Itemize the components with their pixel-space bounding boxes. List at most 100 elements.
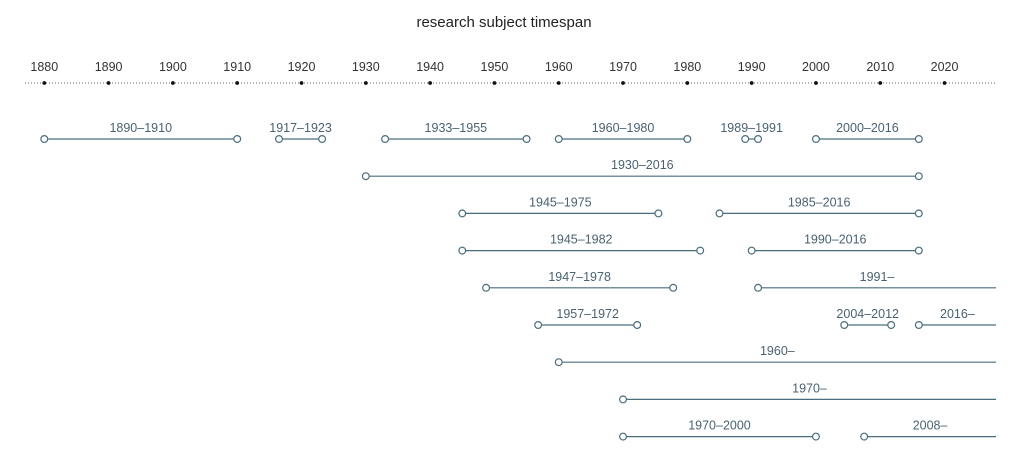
axis-tick-label: 1880 bbox=[30, 60, 58, 74]
range-label: 1917–1923 bbox=[269, 121, 332, 135]
range-label: 1945–1975 bbox=[529, 195, 592, 209]
timespan-range: 1991– bbox=[754, 270, 996, 292]
axis-tick-mark bbox=[621, 81, 625, 85]
range-label: 1960– bbox=[760, 344, 795, 358]
axis-tick-label: 1990 bbox=[738, 60, 766, 74]
range-end-point bbox=[318, 135, 327, 144]
timespan-range: 1970–2000 bbox=[619, 419, 820, 441]
range-end-point bbox=[696, 246, 705, 255]
range-start-point bbox=[554, 358, 563, 367]
range-end-point bbox=[654, 209, 663, 218]
axis-tick-label: 1960 bbox=[545, 60, 573, 74]
timespan-range: 1985–2016 bbox=[715, 195, 923, 218]
range-start-point bbox=[482, 283, 491, 292]
range-end-point bbox=[914, 246, 923, 255]
range-start-point bbox=[361, 172, 370, 181]
axis-tick-mark bbox=[749, 81, 754, 85]
axis-tick-mark bbox=[942, 81, 947, 85]
range-label: 2000–2016 bbox=[836, 121, 899, 135]
axis-tick-label: 1910 bbox=[223, 60, 251, 74]
range-label: 1933–1955 bbox=[425, 121, 488, 135]
range-start-point bbox=[275, 135, 284, 144]
axis-tick-mark bbox=[685, 81, 690, 85]
range-label: 1945–1982 bbox=[550, 233, 613, 247]
axis-tick-label: 1930 bbox=[352, 60, 380, 74]
range-label: 1960–1980 bbox=[592, 121, 655, 135]
axis-tick-mark bbox=[363, 81, 368, 85]
timespan-range: 2008– bbox=[860, 419, 996, 441]
timespan-range: 1960–1980 bbox=[554, 121, 692, 144]
range-start-point bbox=[914, 321, 923, 330]
range-start-point bbox=[860, 432, 869, 441]
axis-tick-label: 2010 bbox=[866, 60, 894, 74]
range-start-point bbox=[619, 395, 628, 404]
axis-tick-label: 1890 bbox=[95, 60, 123, 74]
timespan-ranges: 1890–1910 1917–1923 1933–1955 1960–1980 1989… bbox=[40, 121, 996, 441]
range-end-point bbox=[754, 135, 763, 144]
timespan-range: 1945–1982 bbox=[458, 233, 705, 255]
axis-tick-label: 1920 bbox=[288, 60, 316, 74]
axis-tick-label: 1900 bbox=[159, 60, 187, 74]
timespan-range: 1945–1975 bbox=[458, 195, 663, 218]
axis-tick-mark bbox=[235, 81, 240, 85]
range-start-point bbox=[458, 246, 467, 255]
range-start-point bbox=[747, 246, 756, 255]
range-end-point bbox=[522, 135, 531, 144]
range-start-point bbox=[40, 135, 49, 144]
axis-tick-mark bbox=[299, 81, 304, 85]
axis-tick-mark bbox=[492, 81, 497, 85]
range-label: 1930–2016 bbox=[611, 158, 674, 172]
range-label: 1991– bbox=[860, 270, 895, 284]
range-end-point bbox=[914, 172, 923, 181]
range-start-point bbox=[619, 432, 628, 441]
range-end-point bbox=[887, 321, 896, 330]
axis-tick-mark bbox=[556, 81, 561, 85]
range-label: 1970– bbox=[792, 381, 827, 395]
range-label: 1989–1991 bbox=[720, 121, 783, 135]
axis-tick-label: 2000 bbox=[802, 60, 830, 74]
timespan-range: 1917–1923 bbox=[269, 121, 332, 144]
axis-tick-label: 2020 bbox=[931, 60, 959, 74]
timespan-range: 1989–1991 bbox=[720, 121, 783, 144]
timespan-range: 1890–1910 bbox=[40, 121, 242, 144]
range-start-point bbox=[811, 135, 820, 144]
timespan-range: 2004–2012 bbox=[836, 307, 899, 330]
range-start-point bbox=[754, 283, 763, 292]
range-start-point bbox=[741, 135, 750, 144]
range-end-point bbox=[669, 283, 678, 292]
axis-tick-mark bbox=[814, 81, 818, 85]
axis-ticks: 1880 1890 1900 1910 1920 1930 1940 1950 1960 1970… bbox=[30, 60, 959, 85]
range-label: 1990–2016 bbox=[804, 233, 867, 247]
axis-tick-label: 1940 bbox=[416, 60, 444, 74]
range-end-point bbox=[914, 209, 923, 218]
chart-title: research subject timespan bbox=[416, 14, 591, 31]
range-label: 1970–2000 bbox=[688, 419, 751, 433]
axis-tick-mark bbox=[106, 81, 111, 85]
range-end-point bbox=[633, 321, 642, 330]
range-label: 1890–1910 bbox=[109, 121, 172, 135]
timespan-range: 1960– bbox=[554, 344, 996, 367]
timespan-range: 1930–2016 bbox=[361, 158, 923, 181]
timespan-range: 1957–1972 bbox=[534, 307, 642, 330]
range-start-point bbox=[554, 135, 563, 144]
range-label: 2008– bbox=[913, 419, 948, 433]
timespan-range: 1990–2016 bbox=[747, 233, 923, 255]
timespan-range: 1947–1978 bbox=[482, 270, 678, 292]
timespan-range: 1933–1955 bbox=[381, 121, 531, 144]
axis-tick-mark bbox=[878, 81, 883, 85]
range-label: 1957–1972 bbox=[556, 307, 619, 321]
range-start-point bbox=[715, 209, 724, 218]
range-end-point bbox=[233, 135, 242, 144]
range-start-point bbox=[840, 321, 849, 330]
axis-tick-mark bbox=[171, 81, 175, 85]
range-label: 2016– bbox=[940, 307, 975, 321]
axis-tick-mark bbox=[428, 81, 433, 85]
range-start-point bbox=[458, 209, 467, 218]
axis-tick-label: 1950 bbox=[481, 60, 509, 74]
timespan-range: 2000–2016 bbox=[811, 121, 923, 144]
range-end-point bbox=[914, 135, 923, 144]
timespan-range: 2016– bbox=[914, 307, 996, 330]
axis-tick-label: 1980 bbox=[673, 60, 701, 74]
range-label: 1985–2016 bbox=[788, 195, 851, 209]
